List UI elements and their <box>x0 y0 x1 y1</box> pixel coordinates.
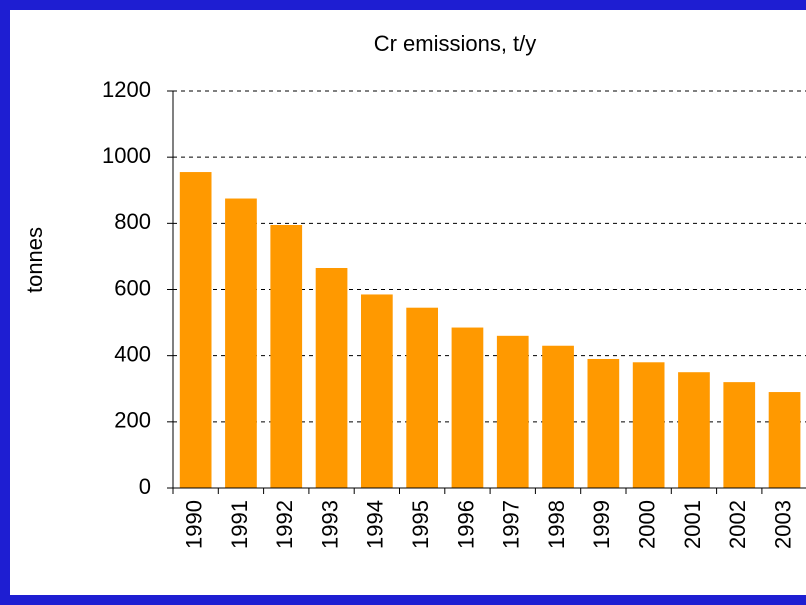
y-axis-label: tonnes <box>22 227 47 293</box>
x-tick-label: 2000 <box>634 500 659 549</box>
chart-title: Cr emissions, t/y <box>374 31 537 56</box>
y-tick-label: 200 <box>114 408 151 433</box>
bar <box>451 327 484 488</box>
x-tick-label: 1996 <box>453 500 478 549</box>
y-tick-label: 0 <box>139 474 151 499</box>
bar <box>225 198 257 489</box>
bar <box>179 172 212 488</box>
x-tick-label: 1994 <box>363 500 388 549</box>
x-tick-label: 1997 <box>499 500 524 549</box>
y-tick-label: 1200 <box>102 77 151 102</box>
y-tick-label: 600 <box>114 275 151 300</box>
x-tick-label: 1993 <box>317 500 342 549</box>
y-tick-label: 1000 <box>102 143 151 168</box>
bar <box>496 335 529 488</box>
bar <box>270 224 303 489</box>
chart-background <box>10 10 806 595</box>
bar <box>587 358 620 488</box>
y-tick-label: 400 <box>114 341 151 366</box>
bar <box>315 267 348 488</box>
bar <box>632 362 665 488</box>
x-tick-label: 1990 <box>181 500 206 549</box>
x-tick-label: 2001 <box>680 500 705 549</box>
bar <box>723 382 756 488</box>
bar <box>678 372 710 488</box>
x-tick-label: 2002 <box>725 500 750 549</box>
y-tick-label: 800 <box>114 209 151 234</box>
bar <box>542 345 574 488</box>
bar <box>406 307 439 488</box>
bar <box>360 294 393 488</box>
x-tick-label: 2003 <box>770 500 795 549</box>
x-tick-label: 1999 <box>589 500 614 549</box>
x-tick-label: 1992 <box>272 500 297 549</box>
x-tick-label: 1991 <box>227 500 252 549</box>
bar <box>768 392 801 488</box>
x-tick-label: 1998 <box>544 500 569 549</box>
x-tick-label: 1995 <box>408 500 433 549</box>
